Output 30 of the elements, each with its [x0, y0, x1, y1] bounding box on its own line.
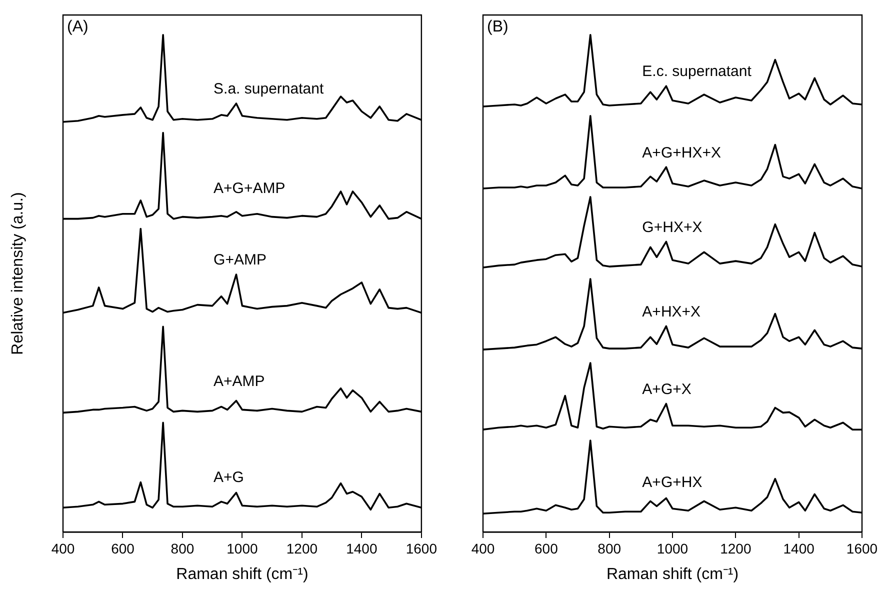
x-tick-label: 600 [111, 540, 135, 556]
series-label: A+G [214, 468, 244, 486]
x-tick-label: 600 [534, 540, 558, 556]
x-tick-label: 1600 [846, 540, 878, 556]
y-axis-title: Relative intensity (a.u.) [9, 192, 26, 355]
x-tick-label: 400 [471, 540, 495, 556]
series-label: A+HX+X [642, 303, 701, 320]
series-label: A+G+HX+X [642, 144, 721, 162]
series-label: E.c. supernatant [642, 63, 752, 80]
x-tick-label: 1000 [226, 540, 258, 556]
series-label: S.a. supernatant [214, 80, 324, 98]
series-label: G+AMP [214, 252, 266, 269]
x-axis-title: Raman shift (cm⁻¹) [176, 566, 308, 583]
annotation: (A) [67, 18, 88, 36]
series-label: A+G+HX [642, 474, 702, 491]
x-tick-label: 400 [51, 540, 75, 556]
x-tick-label: 1600 [406, 540, 438, 556]
x-tick-label: 1400 [783, 540, 815, 556]
x-tick-label: 1200 [286, 540, 318, 556]
series-label: A+AMP [214, 372, 265, 390]
x-tick-label: 1200 [720, 540, 752, 556]
series-label: A+G+X [642, 380, 692, 398]
annotation: (B) [487, 18, 508, 36]
x-axis-title: Raman shift (cm⁻¹) [606, 566, 739, 583]
series-label: G+HX+X [642, 218, 702, 236]
series-label: A+G+AMP [214, 180, 286, 197]
x-tick-label: 800 [170, 540, 194, 556]
x-tick-label: 800 [598, 540, 622, 556]
x-tick-label: 1400 [346, 540, 378, 556]
x-tick-label: 1000 [656, 540, 688, 556]
